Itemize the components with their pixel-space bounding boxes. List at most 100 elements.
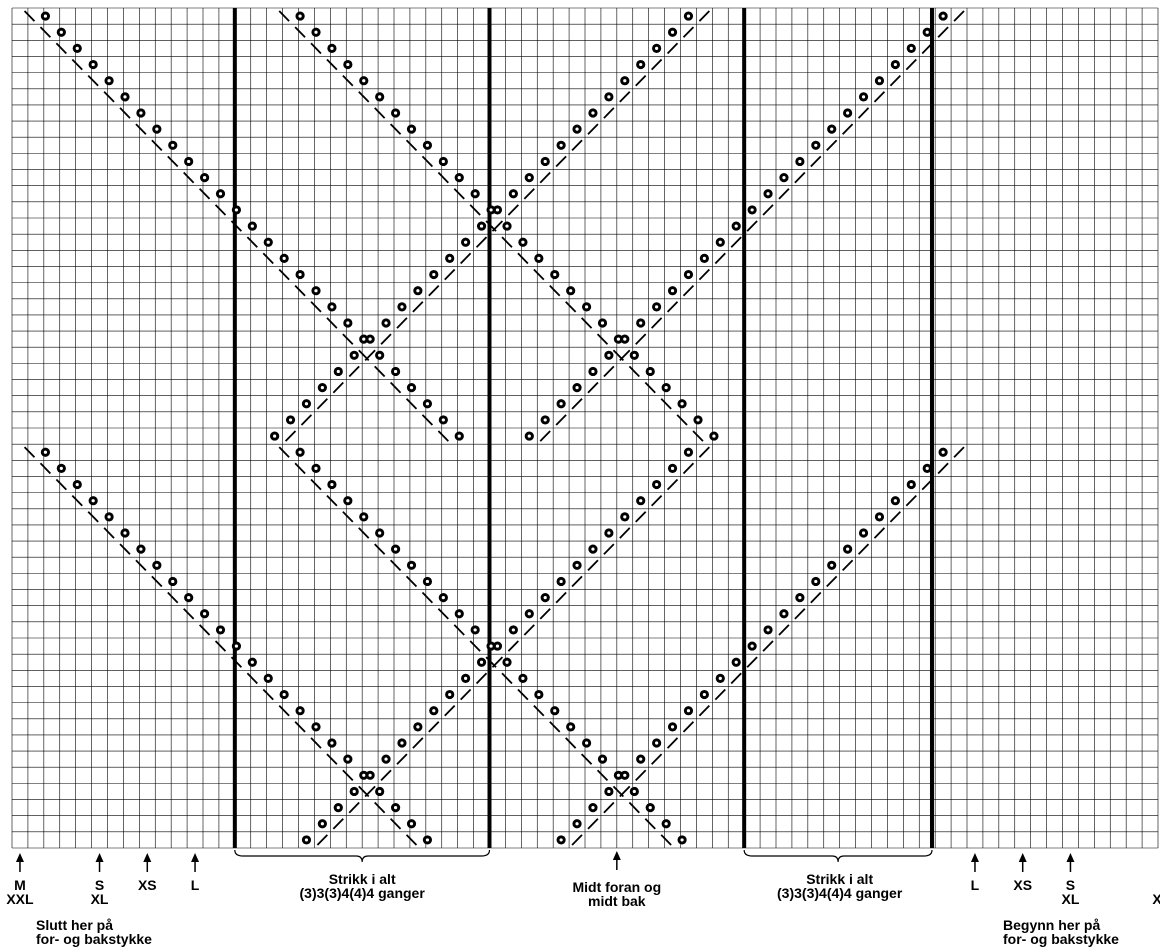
right-decrease-symbol	[396, 753, 408, 765]
left-decrease-symbol	[421, 155, 434, 168]
left-decrease-symbol	[55, 478, 67, 491]
right-decrease-symbol	[937, 462, 949, 475]
right-decrease-symbol	[587, 123, 599, 135]
right-decrease-symbol	[587, 818, 599, 830]
right-decrease-symbol	[746, 656, 758, 668]
left-decrease-symbol	[660, 398, 672, 410]
left-decrease-symbol	[596, 769, 609, 782]
left-decrease-symbol	[262, 688, 274, 701]
yarn-over-center	[384, 321, 388, 325]
yarn-over-center	[368, 337, 372, 341]
yarn-over-center	[511, 628, 515, 632]
yarn-over-center	[43, 14, 48, 18]
right-decrease-symbol	[651, 317, 663, 329]
right-decrease-symbol	[635, 74, 647, 87]
yarn-over-center	[616, 773, 621, 777]
yarn-over-center	[425, 838, 430, 842]
yarn-over-center	[680, 402, 684, 406]
left-decrease-symbol	[326, 58, 338, 71]
yarn-over-center	[632, 789, 636, 794]
yarn-over-center	[457, 434, 461, 438]
yarn-over-center	[457, 176, 461, 180]
yarn-over-center	[543, 596, 547, 600]
yarn-over-center	[537, 256, 541, 260]
size-marker-label: M XXL	[1152, 891, 1160, 907]
left-decrease-symbol	[358, 527, 370, 539]
left-decrease-symbol	[278, 10, 290, 22]
yarn-over-center	[409, 563, 414, 567]
yarn-over-center	[409, 822, 414, 826]
yarn-over-center	[187, 596, 191, 600]
yarn-over-center	[623, 79, 627, 83]
yarn-over-center	[479, 224, 484, 228]
yarn-over-center	[766, 192, 770, 196]
yarn-over-center	[330, 305, 334, 309]
right-decrease-symbol	[619, 91, 631, 103]
left-decrease-symbol	[389, 559, 402, 572]
left-decrease-symbol	[294, 284, 306, 297]
left-decrease-symbol	[198, 188, 211, 200]
yarn-over-center	[543, 159, 547, 164]
left-decrease-symbol	[278, 704, 290, 717]
yarn-over-center	[346, 757, 350, 761]
yarn-over-center	[543, 418, 547, 422]
yarn-over-center	[75, 46, 79, 50]
size-marker-label: L	[190, 877, 200, 893]
left-decrease-symbol	[565, 737, 577, 749]
right-decrease-symbol	[316, 834, 328, 846]
yarn-over-center	[607, 95, 611, 99]
yarn-over-center	[655, 305, 659, 309]
left-decrease-symbol	[533, 704, 545, 717]
right-decrease-symbol	[300, 414, 313, 426]
left-decrease-symbol	[214, 640, 227, 652]
left-decrease-symbol	[214, 204, 227, 216]
left-decrease-symbol	[55, 42, 67, 55]
yarn-over-center	[639, 499, 643, 503]
left-decrease-symbol	[342, 333, 354, 345]
size-marker-label: XS	[1013, 877, 1033, 893]
yarn-over-center	[495, 644, 500, 648]
right-decrease-symbol	[571, 834, 583, 846]
right-decrease-symbol	[444, 704, 456, 717]
size-marker-arrow-head	[1018, 853, 1027, 862]
yarn-over-center	[378, 353, 382, 357]
yarn-over-center	[639, 62, 643, 67]
yarn-over-center	[202, 176, 207, 180]
yarn-over-center	[432, 272, 436, 277]
left-decrease-symbol	[676, 414, 688, 426]
yarn-over-center	[91, 499, 95, 503]
yarn-over-center	[734, 660, 738, 664]
right-decrease-symbol	[571, 139, 583, 152]
yarn-over-center	[861, 531, 866, 535]
right-decrease-symbol	[873, 91, 886, 103]
right-decrease-symbol	[444, 268, 456, 281]
yarn-over-center	[718, 240, 722, 244]
yarn-over-center	[393, 806, 398, 810]
yarn-over-center	[368, 773, 372, 777]
left-decrease-symbol	[437, 171, 449, 184]
size-marker-arrow-head	[970, 853, 979, 862]
yarn-over-center	[670, 725, 675, 729]
yarn-over-center	[909, 482, 913, 487]
yarn-over-center	[346, 321, 350, 325]
right-decrease-symbol	[698, 10, 710, 22]
left-decrease-symbol	[230, 656, 243, 668]
right-decrease-symbol	[491, 656, 504, 668]
left-decrease-symbol	[469, 640, 481, 652]
left-decrease-symbol	[71, 494, 83, 507]
right-decrease-symbol	[889, 74, 901, 87]
left-decrease-symbol	[198, 624, 211, 636]
yarn-over-center	[330, 482, 334, 487]
yarn-over-center	[384, 757, 388, 761]
yarn-over-center	[448, 256, 452, 260]
yarn-over-center	[432, 709, 436, 713]
left-decrease-symbol	[342, 769, 354, 782]
yarn-over-center	[521, 240, 525, 244]
yarn-over-center	[559, 402, 563, 406]
left-decrease-symbol	[135, 123, 147, 135]
yarn-over-center	[505, 660, 509, 664]
yarn-over-center	[696, 418, 700, 422]
yarn-over-center	[639, 321, 643, 325]
left-decrease-symbol	[596, 333, 609, 345]
